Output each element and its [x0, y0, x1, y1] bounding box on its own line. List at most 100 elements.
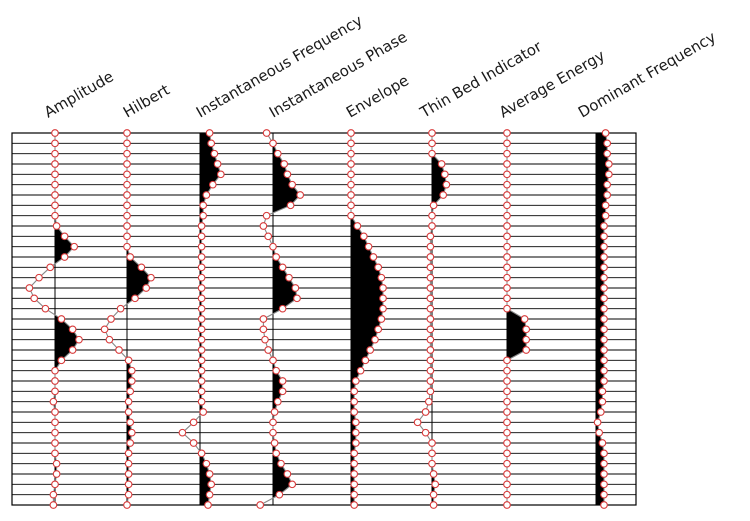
hilbert-sample-marker [123, 211, 131, 220]
instantaneous-frequency-sample-marker [197, 315, 206, 323]
dominant-frequency-sample-marker [603, 149, 612, 158]
thin-bed-indicator-sample-marker [428, 459, 436, 468]
instantaneous-frequency-sample-marker [197, 284, 206, 292]
amplitude-sample-marker [51, 418, 59, 427]
hilbert-sample-marker [147, 273, 155, 282]
amplitude-sample-marker [51, 449, 59, 458]
hilbert-sample-marker [123, 222, 131, 230]
amplitude-sample-marker [51, 387, 59, 396]
dominant-frequency-sample-marker [600, 490, 608, 499]
average-energy-sample-marker [503, 377, 511, 385]
instantaneous-phase-sample-marker [269, 428, 277, 437]
average-energy-sample-marker [503, 304, 511, 313]
dominant-frequency-sample-marker [595, 428, 604, 437]
envelope-sample-marker [350, 397, 359, 406]
dominant-frequency-sample-marker [598, 397, 607, 406]
thin-bed-indicator-sample-marker [426, 356, 435, 365]
instantaneous-phase-sample-marker [283, 170, 292, 179]
thin-bed-indicator-sample-marker [421, 408, 430, 416]
envelope-sample-marker [377, 273, 386, 282]
average-energy-sample-marker [503, 232, 511, 241]
dominant-frequency-sample-marker [593, 418, 602, 427]
instantaneous-phase-sample-marker [272, 253, 281, 261]
amplitude-sample-marker [51, 170, 59, 179]
instantaneous-phase-sample-marker [280, 160, 289, 168]
dominant-frequency-sample-marker [600, 304, 608, 313]
average-energy-sample-marker [503, 180, 511, 189]
envelope-sample-marker [359, 232, 368, 241]
thin-bed-indicator-sample-marker [426, 377, 435, 385]
envelope-sample-marker [353, 222, 362, 230]
average-energy-sample-marker [520, 315, 529, 323]
thin-bed-indicator-sample-marker [426, 304, 435, 313]
thin-bed-indicator-sample-marker [426, 325, 435, 334]
envelope-sample-marker [347, 211, 355, 220]
instantaneous-frequency-sample-marker [197, 294, 206, 303]
amplitude-sample-marker [52, 459, 61, 468]
instantaneous-phase-sample-marker [291, 284, 300, 292]
hilbert-sample-marker [124, 459, 133, 468]
hilbert-sample-marker [124, 490, 133, 499]
dominant-frequency-sample-marker [600, 459, 608, 468]
instantaneous-frequency-sample-marker [197, 387, 206, 396]
instantaneous-frequency-sample-marker [213, 160, 222, 168]
instantaneous-phase-sample-marker [262, 129, 271, 137]
average-energy-sample-marker [522, 325, 531, 334]
instantaneous-phase-sample-marker [256, 501, 265, 509]
thin-bed-indicator-sample-marker [426, 263, 435, 272]
envelope-sample-marker [347, 180, 355, 189]
average-energy-sample-marker [503, 501, 511, 509]
thin-bed-indicator-sample-marker [429, 201, 438, 210]
thin-bed-indicator-sample-marker [437, 160, 446, 168]
amplitude-sample-marker [51, 149, 59, 158]
average-energy-sample-marker [503, 480, 511, 489]
instantaneous-frequency-sample-marker [199, 201, 208, 210]
dominant-frequency-sample-marker [600, 346, 608, 354]
envelope-sample-marker [347, 201, 355, 210]
instantaneous-frequency-sample-marker [208, 180, 217, 189]
instantaneous-phase-sample-marker [273, 149, 282, 158]
label-amplitude: Amplitude [41, 67, 117, 121]
thin-bed-indicator-sample-marker [431, 480, 440, 489]
amplitude-sample-marker [51, 191, 59, 199]
envelope-sample-marker [351, 377, 360, 385]
envelope-sample-marker [350, 490, 359, 499]
instantaneous-frequency-sample-marker [216, 170, 225, 179]
amplitude-sample-marker [30, 294, 39, 303]
dominant-frequency-sample-marker [604, 170, 613, 179]
hilbert-sample-marker [127, 377, 136, 385]
average-energy-sample-marker [503, 273, 511, 282]
amplitude-sample-marker [57, 315, 66, 323]
average-energy-fill [507, 133, 527, 505]
dominant-frequency-sample-marker [600, 377, 608, 385]
hilbert-sample-marker [142, 284, 151, 292]
instantaneous-phase-sample-marker [269, 356, 277, 365]
instantaneous-frequency-sample-marker [197, 346, 206, 354]
hilbert-sample-marker [124, 470, 133, 478]
average-energy-sample-marker [503, 470, 511, 478]
dominant-frequency-sample-marker [600, 356, 608, 365]
instantaneous-phase-sample-marker [275, 490, 284, 499]
instantaneous-phase-sample-marker [270, 439, 279, 447]
envelope-sample-marker [350, 459, 359, 468]
instantaneous-frequency-sample-marker [210, 149, 219, 158]
amplitude-sample-marker [57, 356, 66, 365]
instantaneous-phase-sample-marker [278, 377, 287, 385]
instantaneous-frequency-sample-marker [202, 459, 211, 468]
thin-bed-indicator-sample-marker [426, 253, 435, 261]
amplitude-sample-marker [51, 129, 59, 137]
dominant-frequency-sample-marker [600, 222, 608, 230]
hilbert-sample-marker [124, 397, 133, 406]
dominant-frequency-sample-marker [600, 294, 608, 303]
envelope-sample-marker [374, 263, 383, 272]
amplitude-sample-marker [46, 263, 55, 272]
instantaneous-phase-sample-marker [278, 304, 287, 313]
instantaneous-phase-sample-marker [288, 180, 297, 189]
hilbert-sample-marker [137, 263, 146, 272]
hilbert-sample-marker [115, 346, 123, 354]
envelope-fill [351, 133, 383, 505]
instantaneous-phase-sample-marker [261, 335, 269, 344]
hilbert-sample-marker [126, 253, 135, 261]
amplitude-sample-marker [51, 366, 59, 375]
